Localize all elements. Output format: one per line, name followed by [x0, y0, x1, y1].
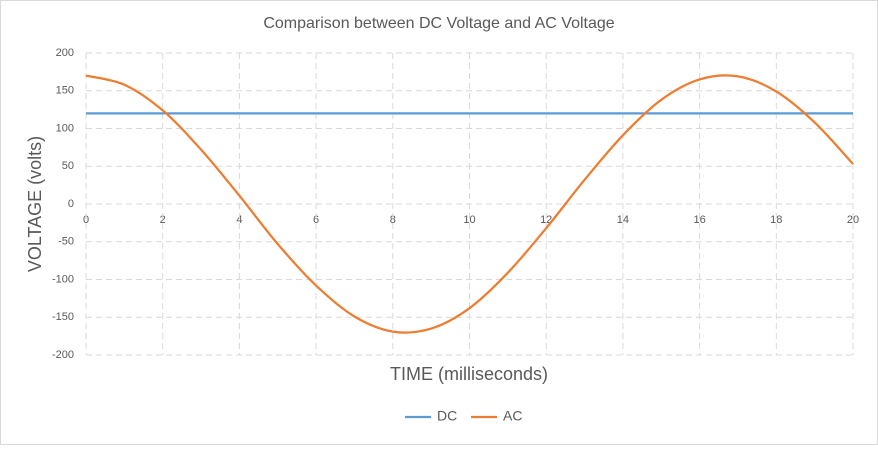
x-axis-label: TIME (milliseconds)	[390, 364, 548, 384]
x-tick-label: 0	[83, 214, 89, 226]
chart-title: Comparison between DC Voltage and AC Vol…	[263, 15, 614, 32]
x-tick-label: 20	[847, 214, 859, 226]
y-tick-label: -100	[52, 273, 74, 285]
y-tick-label: 150	[56, 85, 74, 97]
y-tick-label: 100	[56, 122, 74, 134]
y-axis-label: VOLTAGE (volts)	[25, 136, 45, 272]
x-tick-label: 10	[463, 214, 475, 226]
y-tick-label: 200	[56, 47, 74, 59]
x-tick-label: 18	[770, 214, 782, 226]
line-series	[85, 74, 854, 334]
x-tick-label: 16	[693, 214, 705, 226]
x-tick-label: 6	[313, 214, 319, 226]
x-tick-label: 14	[617, 214, 629, 226]
y-tick-label: -150	[52, 311, 74, 323]
plot	[85, 74, 854, 334]
legend: DC AC	[405, 408, 522, 424]
y-tick-label: -50	[58, 236, 74, 248]
x-tick-label: 8	[390, 214, 396, 226]
legend-label: DC	[437, 408, 457, 424]
legend-label: AC	[503, 408, 522, 424]
y-tick-label: 50	[62, 160, 74, 172]
y-tick-label: -200	[52, 349, 74, 361]
x-tick-label: 2	[160, 214, 166, 226]
y-tick-label: 0	[68, 198, 74, 210]
x-tick-label: 4	[236, 214, 242, 226]
